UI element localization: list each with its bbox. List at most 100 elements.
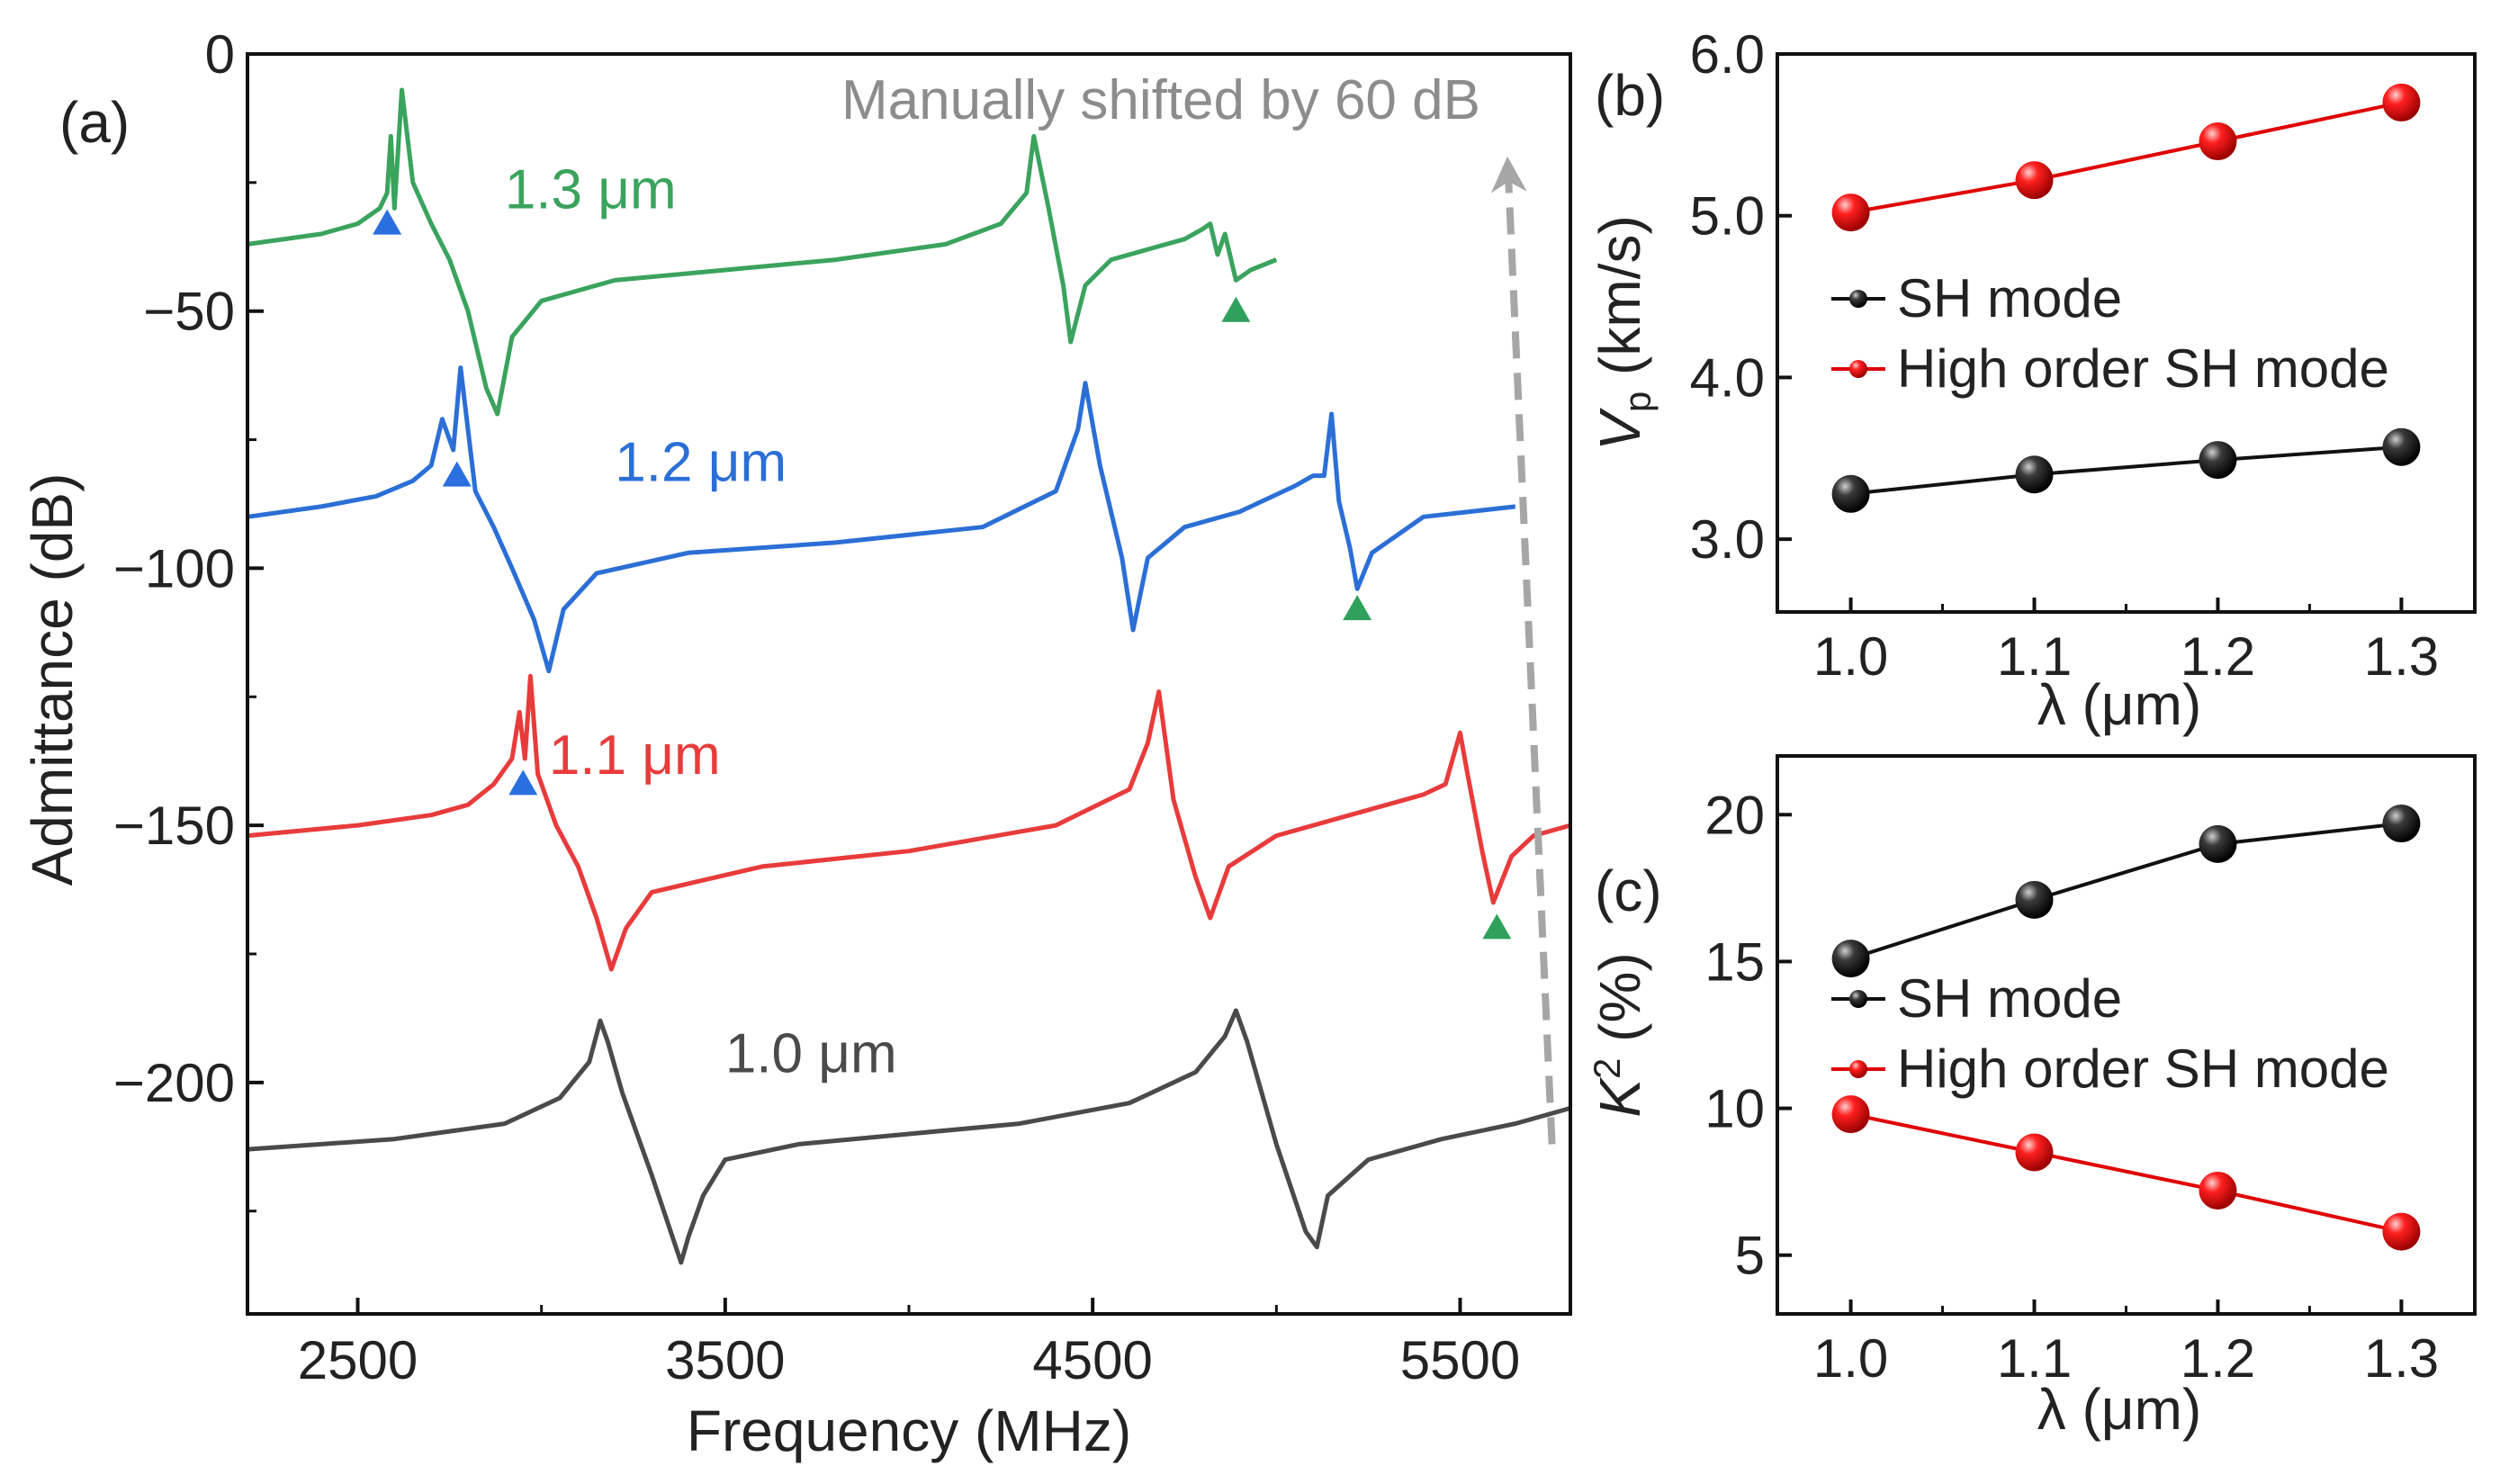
b-y-tick-label-2: 5.0 bbox=[1690, 186, 1765, 247]
b-legend-label-1: High order SH mode bbox=[1897, 338, 2389, 399]
c-series-line-1 bbox=[1850, 1112, 2402, 1234]
panel-a-x-axis-title: Frequency (MHz) bbox=[687, 1399, 1131, 1463]
y-tick-label-2: −100 bbox=[113, 538, 235, 598]
triangle-marker-2 bbox=[442, 461, 472, 487]
panel-a-frame bbox=[246, 52, 1572, 1316]
b-series-line-0 bbox=[1850, 445, 2402, 496]
x-tick-label-2: 4500 bbox=[1032, 1330, 1152, 1390]
y-tick-label-1: −50 bbox=[143, 282, 235, 342]
y-tick-label-0: 0 bbox=[205, 24, 235, 85]
triangle-marker-4 bbox=[508, 769, 538, 796]
panel-b-ylabel-main: V bbox=[1587, 408, 1652, 451]
c-series-line-0 bbox=[1849, 822, 2402, 961]
y-tick-label-3: −150 bbox=[113, 796, 235, 856]
panel-a-plot-area: 1.3 μm 1.2 μm 1.1 μm 1.0 μm bbox=[247, 87, 1571, 1265]
b-x-tick-label-2: 1.2 bbox=[2181, 626, 2255, 687]
b-data-point bbox=[1831, 193, 1870, 232]
c-legend-marker-1 bbox=[1849, 1060, 1867, 1078]
series-line-1 bbox=[247, 365, 1516, 674]
shift-arrow bbox=[1490, 156, 1556, 1145]
c-legend-marker-0 bbox=[1849, 990, 1867, 1008]
b-legend-marker-0 bbox=[1849, 290, 1867, 308]
b-data-point bbox=[2199, 122, 2237, 161]
panel-a-axes: 2500 3500 4500 5500 0 −50 −100 −150 −200 bbox=[113, 24, 1520, 1390]
x-tick-label-0: 2500 bbox=[298, 1330, 418, 1390]
c-data-point bbox=[1831, 1095, 1870, 1134]
series-label-3: 1.0 μm bbox=[725, 1022, 897, 1084]
c-data-point bbox=[2015, 880, 2054, 919]
c-legend-label-0: SH mode bbox=[1897, 968, 2122, 1029]
c-data-point bbox=[2382, 805, 2421, 843]
panel-b-plot-area bbox=[1831, 83, 2421, 513]
panel-b-ylabel-sub: p bbox=[1616, 391, 1659, 412]
b-x-tick-label-3: 1.3 bbox=[2364, 626, 2439, 687]
triangle-marker-1 bbox=[1221, 296, 1251, 322]
panel-b-y-axis-title: Vp (km/s) bbox=[1587, 215, 1659, 451]
c-x-tick-label-1: 1.1 bbox=[1997, 1328, 2072, 1389]
c-data-point bbox=[2015, 1133, 2054, 1172]
triangle-marker-5 bbox=[1482, 913, 1512, 940]
series-line-3 bbox=[247, 1008, 1571, 1265]
b-data-point bbox=[2382, 427, 2421, 466]
b-x-tick-label-0: 1.0 bbox=[1813, 626, 1888, 687]
b-data-point bbox=[2015, 161, 2054, 200]
panel-c-x-axis-title: λ (μm) bbox=[2037, 1377, 2202, 1442]
svg-text:K2 (%): K2 (%) bbox=[1586, 952, 1652, 1117]
series-label-0: 1.3 μm bbox=[505, 158, 677, 220]
panel-b-axes: 1.0 1.1 1.2 1.3 3.0 4.0 5.0 6.0 bbox=[1690, 24, 2440, 687]
b-x-tick-label-1: 1.1 bbox=[1997, 626, 2072, 687]
triangle-marker-0 bbox=[373, 209, 402, 235]
panel-b-label: (b) bbox=[1595, 63, 1665, 128]
c-data-point bbox=[1831, 940, 1870, 978]
c-data-point bbox=[2199, 1171, 2237, 1210]
x-tick-label-3: 5500 bbox=[1400, 1330, 1520, 1390]
b-data-point bbox=[1831, 474, 1870, 513]
b-data-point bbox=[2199, 441, 2237, 480]
b-data-point bbox=[2015, 455, 2054, 494]
b-y-tick-label-0: 3.0 bbox=[1690, 509, 1765, 570]
panel-a-annotation: Manually shifted by 60 dB bbox=[841, 69, 1480, 131]
c-legend-label-1: High order SH mode bbox=[1897, 1039, 2389, 1099]
c-x-tick-label-2: 1.2 bbox=[2181, 1328, 2255, 1389]
panel-c-y-axis-title: K2 (%) bbox=[1586, 952, 1652, 1117]
b-y-tick-label-1: 4.0 bbox=[1690, 347, 1765, 408]
c-y-tick-label-1: 10 bbox=[1704, 1079, 1765, 1139]
series-line-0 bbox=[247, 87, 1278, 417]
b-legend-label-0: SH mode bbox=[1897, 268, 2122, 328]
panel-c: 1.0 1.1 1.2 1.3 5 10 15 20 (c) λ (μm) K2 (%) SH… bbox=[1586, 754, 2477, 1442]
panel-c-label: (c) bbox=[1595, 859, 1662, 923]
panel-c-ylabel-sup: 2 bbox=[1586, 1058, 1628, 1079]
panel-b-x-axis-title: λ (μm) bbox=[2037, 672, 2202, 737]
c-x-tick-label-0: 1.0 bbox=[1813, 1328, 1888, 1389]
panel-a: 1.3 μm 1.2 μm 1.1 μm 1.0 μm 2500 3500 4500 550… bbox=[20, 24, 1572, 1463]
panel-a-label: (a) bbox=[59, 90, 130, 155]
b-legend-marker-1 bbox=[1849, 360, 1867, 378]
c-y-tick-label-0: 5 bbox=[1735, 1226, 1765, 1286]
b-data-point bbox=[2382, 83, 2421, 121]
panel-c-ylabel-main: K bbox=[1587, 1076, 1652, 1118]
panel-c-frame bbox=[1776, 754, 2477, 1316]
b-y-tick-label-3: 6.0 bbox=[1690, 24, 1765, 85]
panel-b-legend: SH mode High order SH mode bbox=[1831, 268, 2389, 399]
series-label-1: 1.2 μm bbox=[615, 431, 787, 493]
panel-c-plot-area bbox=[1831, 805, 2421, 1251]
svg-text:Vp (km/s): Vp (km/s) bbox=[1587, 215, 1659, 451]
c-y-tick-label-3: 20 bbox=[1704, 785, 1765, 845]
panel-c-legend: SH mode High order SH mode bbox=[1831, 968, 2389, 1099]
panel-a-y-axis-title: Admittance (dB) bbox=[20, 473, 85, 886]
panel-c-axes: 1.0 1.1 1.2 1.3 5 10 15 20 bbox=[1704, 785, 2439, 1389]
c-y-tick-label-2: 15 bbox=[1704, 931, 1765, 992]
y-tick-label-4: −200 bbox=[113, 1053, 235, 1113]
panel-b-frame bbox=[1776, 52, 2477, 614]
b-series-line-1 bbox=[1850, 100, 2402, 215]
series-label-2: 1.1 μm bbox=[549, 724, 721, 787]
c-data-point bbox=[2382, 1212, 2421, 1251]
c-x-tick-label-3: 1.3 bbox=[2364, 1328, 2439, 1389]
triangle-marker-3 bbox=[1343, 595, 1372, 621]
c-data-point bbox=[2199, 824, 2237, 863]
series-line-2 bbox=[247, 673, 1571, 972]
panel-b: 1.0 1.1 1.2 1.3 3.0 4.0 5.0 6.0 (b) λ (μm) Vp (… bbox=[1587, 24, 2477, 737]
x-tick-label-1: 3500 bbox=[665, 1330, 785, 1390]
panel-b-ylabel-rest: (km/s) bbox=[1587, 215, 1652, 391]
